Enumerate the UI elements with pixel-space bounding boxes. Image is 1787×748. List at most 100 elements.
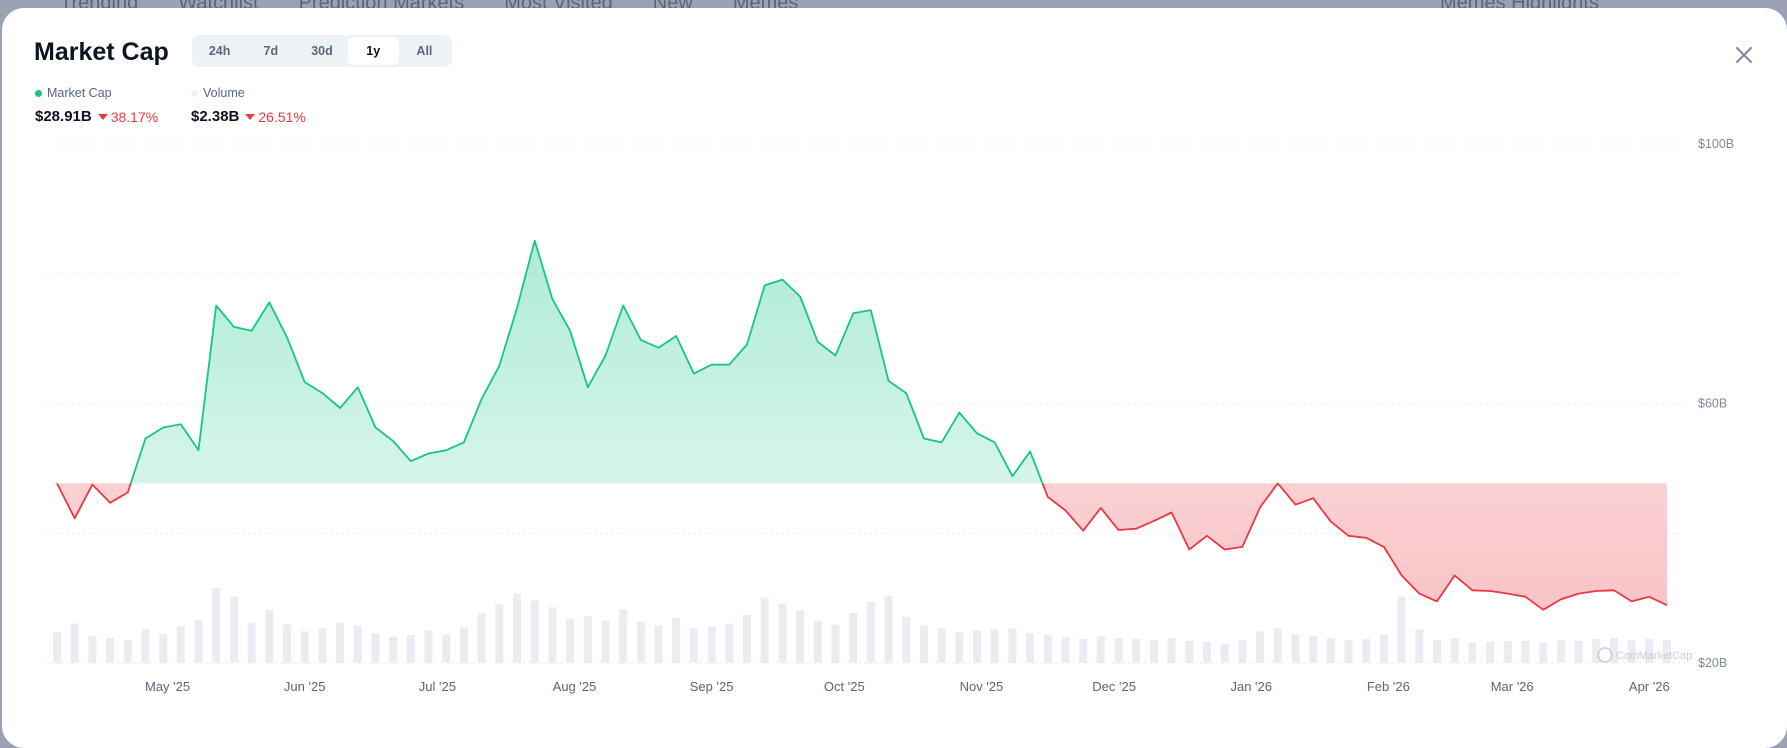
volume-bar [88,636,97,663]
watermark: CoinMarketCap [1597,647,1692,663]
volume-bar [1114,638,1123,663]
x-tick-label: Nov '25 [960,679,1004,694]
legend-label: Volume [203,86,245,100]
volume-bar [1556,639,1565,663]
volume-bar [1433,639,1441,663]
volume-bar [495,604,504,663]
volume-bar [636,621,645,663]
volume-bar [1450,638,1459,663]
market-cap-value: $28.91B [35,108,92,125]
x-tick-label: Aug '25 [553,679,597,694]
volume-bar [1273,628,1282,663]
volume-bar [1397,596,1406,663]
volume-bar [194,619,203,663]
volume-bar [707,626,716,663]
volume-bar [1149,639,1158,663]
volume-bar [1167,638,1176,663]
volume-bar [743,614,751,663]
volume-bar [123,639,132,663]
volume-change: 26.51% [245,109,306,125]
volume-bar [884,595,893,663]
volume-bar [176,626,185,663]
caret-down-icon [97,113,108,120]
volume-bar [1096,636,1105,663]
volume-bar [389,637,398,663]
volume-bar [247,622,256,663]
area-above-baseline [57,240,1667,484]
volume-bar [1220,643,1229,663]
volume-bar [1061,637,1070,663]
close-icon[interactable] [1733,44,1755,66]
volume-bar [583,615,592,663]
volume-bar [1379,634,1388,663]
change-value: 38.17% [110,108,159,125]
volume-bar [353,625,362,663]
x-tick-label: May '25 [145,679,190,694]
volume-bar [1326,638,1335,663]
modal-title: Market Cap [34,38,169,66]
volume-bar [424,630,433,663]
volume-bar [1468,642,1477,663]
volume-bar [1309,636,1318,663]
volume-bar [1256,631,1265,663]
volume-bar [442,634,451,663]
market-cap-line-down [56,483,1668,611]
volume-bar [283,624,291,663]
market-cap-change: 38.17% [97,108,159,125]
volume-bar [336,622,345,663]
volume-bar [548,607,557,663]
x-tick-label: Oct '25 [824,679,865,694]
volume-bars [53,588,1671,663]
x-axis: May '25 Jun '25 Jul '25 Aug '25 Sep '25 Oct '… [145,679,1670,694]
volume-bar [1203,641,1211,663]
volume-bar [849,613,858,663]
volume-bar [601,620,610,663]
volume-bar [1238,639,1247,663]
volume-bar [1521,640,1530,663]
volume-bar [530,600,539,663]
volume-bar [1362,638,1371,663]
volume-bar [973,630,981,663]
tab-30d[interactable]: 30d [311,44,333,58]
legend-volume[interactable]: Volume [191,86,245,100]
volume-bar [141,629,150,663]
volume-bar [70,623,79,663]
watermark-text: CoinMarketCap [1616,650,1692,662]
tab-all[interactable]: All [416,44,433,58]
volume-bar [1344,639,1353,663]
volume-bar [1627,639,1636,663]
volume-bar [1415,629,1424,663]
volume-value: $2.38B [191,108,240,125]
volume-bar [955,632,964,663]
volume-bar [1663,640,1671,663]
volume-bar [212,588,221,663]
y-axis: $100B $60B $20B [1698,137,1734,670]
tab-1y[interactable]: 1y [347,37,399,65]
price-lines [56,239,1668,611]
x-tick-label: Jan '26 [1230,679,1272,694]
volume-bar [159,634,168,663]
volume-bar [1132,638,1141,663]
volume-stat: $2.38B 26.51% [191,108,306,125]
volume-bar [725,623,734,663]
volume-bar [902,616,911,663]
tab-7d[interactable]: 7d [263,44,279,58]
volume-bar [1043,635,1052,663]
tab-24h[interactable]: 24h [208,44,231,58]
x-tick-label: Jun '25 [284,679,326,694]
volume-bar [300,631,309,663]
legend-market-cap[interactable]: Market Cap [35,86,112,100]
area-below-baseline [57,483,1667,610]
x-tick-label: Dec '25 [1092,679,1136,694]
volume-bar [1609,638,1618,663]
volume-bar [459,627,468,663]
volume-bar [1291,634,1300,663]
y-tick-label: $60B [1698,397,1727,411]
volume-dot-icon [191,89,198,97]
caret-down-icon [245,113,256,120]
volume-bar [813,620,822,663]
volume-bar [265,610,274,663]
x-tick-label: Mar '26 [1491,679,1534,694]
area-fills [57,240,1667,610]
